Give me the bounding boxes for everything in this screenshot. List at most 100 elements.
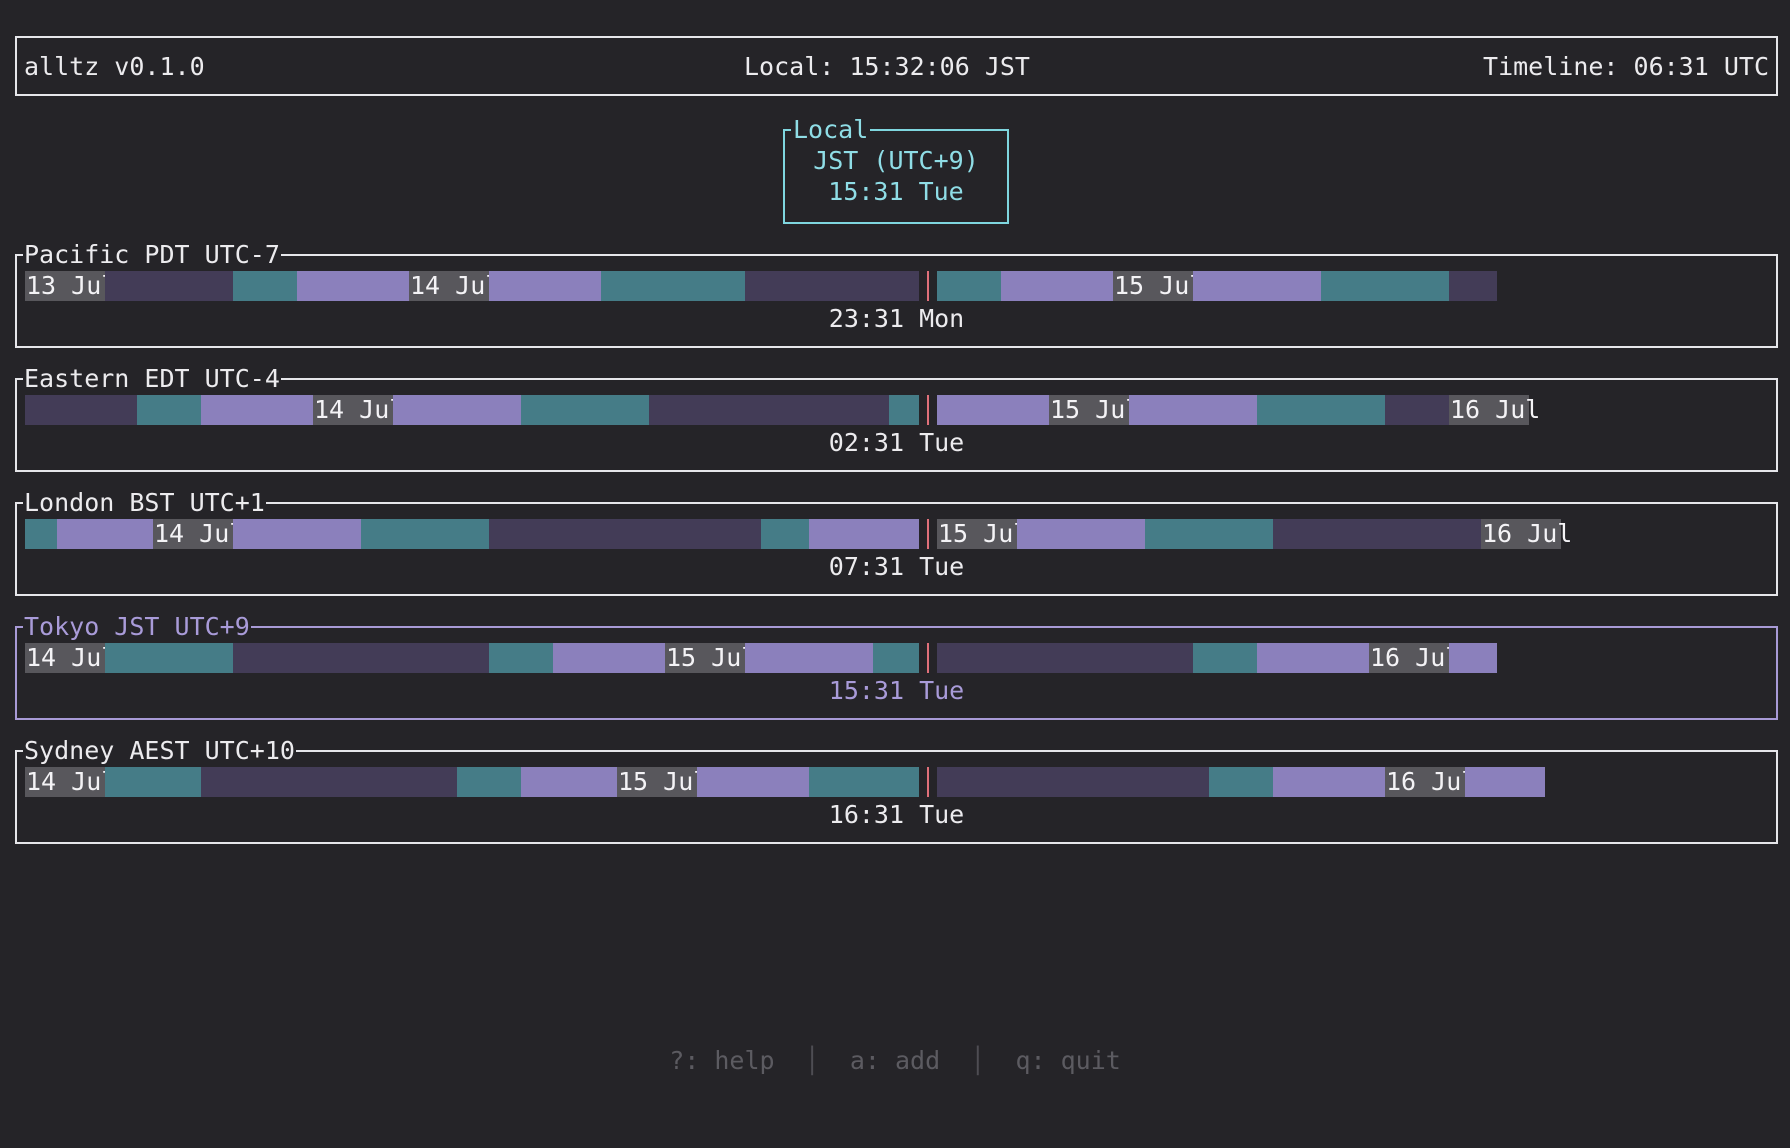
local-clock: Local: 15:32:06 JST — [744, 52, 1030, 82]
header-bar: alltz v0.1.0 Local: 15:32:06 JST Timelin… — [15, 36, 1778, 96]
day-segment — [809, 519, 921, 549]
night-segment — [489, 519, 761, 549]
twilight-segment — [1209, 767, 1273, 797]
twilight-segment — [937, 271, 1001, 301]
timeline-bar[interactable]: 14 Jul 15 Jul 16 Jul — [25, 395, 1770, 425]
twilight-segment — [137, 395, 201, 425]
timezone-current-time: 23:31 Mon — [17, 304, 1776, 334]
night-segment — [649, 395, 793, 425]
footer-separator: │ — [805, 1046, 820, 1075]
twilight-segment — [601, 271, 745, 301]
date-label: 15 Jul — [1050, 395, 1140, 424]
twilight-segment — [489, 643, 553, 673]
timeline-clock: Timeline: 06:31 UTC — [1483, 52, 1769, 82]
night-segment — [1273, 519, 1481, 549]
timeline-bar[interactable]: 13 Jul 14 Jul 15 Jul — [25, 271, 1770, 301]
night-segment — [201, 767, 457, 797]
night-segment — [1449, 271, 1497, 301]
timeline-cursor — [927, 271, 929, 301]
twilight-segment — [1145, 519, 1273, 549]
day-segment — [521, 767, 617, 797]
timeline-bar[interactable]: 14 Jul 15 Jul 16 Jul — [25, 643, 1770, 673]
date-label: 14 Jul — [314, 395, 404, 424]
day-segment — [1449, 643, 1497, 673]
timezone-title: Tokyo JST UTC+9 — [23, 613, 251, 641]
day-segment — [937, 395, 1049, 425]
date-label: 14 Jul — [410, 271, 500, 300]
date-label: 16 Jul — [1370, 643, 1460, 672]
timezone-current-time: 16:31 Tue — [17, 800, 1776, 830]
local-panel-title: Local — [791, 117, 870, 143]
day-segment — [1017, 519, 1145, 549]
timezone-title: Pacific PDT UTC-7 — [23, 241, 281, 269]
night-segment — [937, 643, 1193, 673]
keybind-footer: ?: help │ a: add │ q: quit — [0, 1046, 1790, 1076]
twilight-segment — [1193, 643, 1257, 673]
twilight-segment — [25, 519, 57, 549]
day-segment — [1257, 643, 1369, 673]
day-segment — [201, 395, 313, 425]
date-label: 15 Jul — [1114, 271, 1204, 300]
day-segment — [553, 643, 665, 673]
timezone-title: London BST UTC+1 — [23, 489, 266, 517]
timeline-cursor — [927, 519, 929, 549]
twilight-segment — [105, 643, 233, 673]
day-segment — [793, 643, 873, 673]
add-hint[interactable]: a: add — [850, 1046, 940, 1075]
night-segment — [937, 767, 1209, 797]
footer-separator: │ — [970, 1046, 985, 1075]
twilight-segment — [1321, 271, 1449, 301]
twilight-segment — [361, 519, 489, 549]
date-label: 16 Jul — [1386, 767, 1476, 796]
twilight-segment — [809, 767, 937, 797]
timeline-cursor — [927, 395, 929, 425]
timezone-current-time: 15:31 Tue — [17, 676, 1776, 706]
day-segment — [489, 271, 601, 301]
twilight-segment — [457, 767, 521, 797]
local-time: 15:31 Tue — [785, 177, 1007, 207]
twilight-segment — [521, 395, 649, 425]
day-segment — [233, 519, 361, 549]
timeline-bar[interactable]: 14 Jul 15 Jul 16 Jul — [25, 767, 1770, 797]
date-label: 14 Jul — [26, 643, 116, 672]
day-segment — [1001, 271, 1113, 301]
timeline-bar[interactable]: 14 Jul 15 Jul 16 Jul — [25, 519, 1770, 549]
app-title: alltz v0.1.0 — [24, 52, 205, 82]
date-label: 16 Jul — [1450, 395, 1540, 424]
timezone-title: Sydney AEST UTC+10 — [23, 737, 296, 765]
day-segment — [1465, 767, 1545, 797]
date-label: 14 Jul — [26, 767, 116, 796]
timeline-cursor — [927, 643, 929, 673]
day-segment — [1273, 767, 1385, 797]
date-label: 15 Jul — [666, 643, 756, 672]
night-segment — [105, 271, 233, 301]
date-label: 15 Jul — [618, 767, 708, 796]
timezone-row[interactable]: London BST UTC+1 14 Jul 15 Jul 16 Jul 07:31 … — [15, 502, 1778, 596]
timezone-row[interactable]: Tokyo JST UTC+9 14 Jul 15 Jul 16 Jul 15:31 T… — [15, 626, 1778, 720]
timezone-row[interactable]: Eastern EDT UTC-4 14 Jul 15 Jul 16 Jul 02:31… — [15, 378, 1778, 472]
timeline-cursor — [927, 767, 929, 797]
day-segment — [57, 519, 153, 549]
timezone-row[interactable]: Pacific PDT UTC-7 13 Jul 14 Jul 15 Jul 23:31… — [15, 254, 1778, 348]
twilight-segment — [105, 767, 201, 797]
timezone-current-time: 07:31 Tue — [17, 552, 1776, 582]
day-segment — [1193, 271, 1321, 301]
date-label: 14 Jul — [154, 519, 244, 548]
night-segment — [793, 395, 889, 425]
night-segment — [1385, 395, 1449, 425]
date-label: 13 Jul — [26, 271, 116, 300]
day-segment — [745, 643, 793, 673]
local-time-panel: Local JST (UTC+9) 15:31 Tue — [783, 129, 1009, 224]
day-segment — [697, 767, 777, 797]
day-segment — [393, 395, 521, 425]
help-hint[interactable]: ?: help — [669, 1046, 774, 1075]
day-segment — [297, 271, 409, 301]
date-label: 15 Jul — [938, 519, 1028, 548]
quit-hint[interactable]: q: quit — [1015, 1046, 1120, 1075]
local-zone: JST (UTC+9) — [785, 146, 1007, 176]
day-segment — [1129, 395, 1257, 425]
night-segment — [25, 395, 137, 425]
twilight-segment — [761, 519, 809, 549]
timezone-row[interactable]: Sydney AEST UTC+10 14 Jul 15 Jul 16 Jul 16:3… — [15, 750, 1778, 844]
timezone-title: Eastern EDT UTC-4 — [23, 365, 281, 393]
